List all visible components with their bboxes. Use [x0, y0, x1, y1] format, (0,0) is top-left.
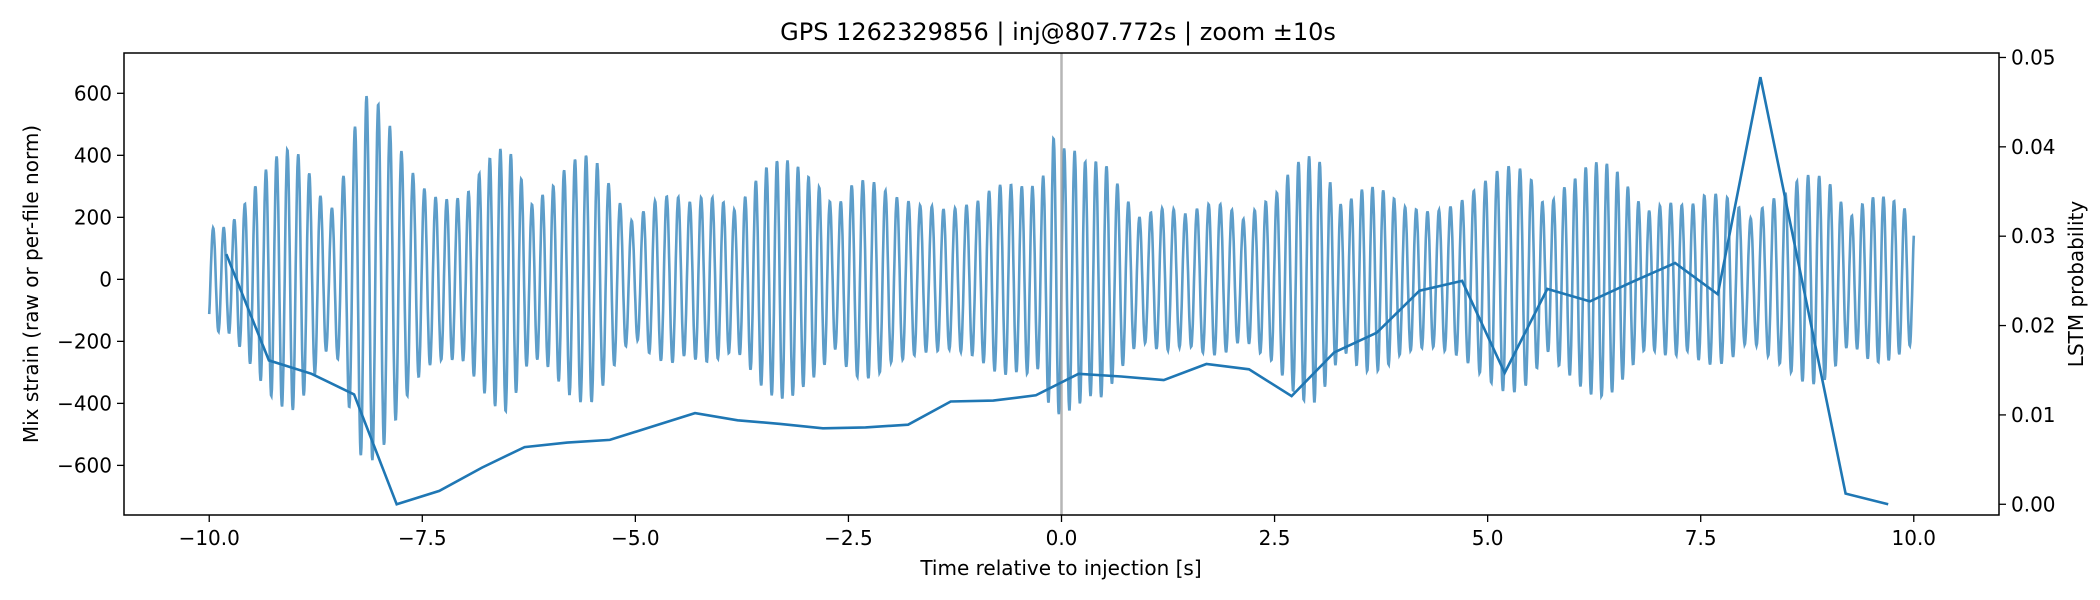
y2-tick-label: 0.00 [2011, 492, 2056, 516]
lstm-probability-layer [225, 76, 1889, 506]
x-tick-label: −2.5 [824, 526, 873, 550]
y-tick-label: 200 [74, 205, 112, 229]
x-tick-label: −5.0 [611, 526, 660, 550]
chart-title: GPS 1262329856 | inj@807.772s | zoom ±10… [780, 18, 1336, 46]
x-tick-label: −10.0 [179, 526, 240, 550]
y2-tick-label: 0.05 [2011, 45, 2056, 69]
y2-axis-ticks: 0.00 0.01 0.02 0.03 0.04 0.05 [1999, 45, 2056, 516]
y2-axis-label: LSTM probability [2064, 201, 2088, 368]
x-axis-ticks: −10.0 −7.5 −5.0 −2.5 0.0 2.5 5.0 7.5 10.0 [179, 515, 1936, 550]
x-tick-label: 0.0 [1046, 526, 1078, 550]
y-axis-label: Mix strain (raw or per-file norm) [19, 125, 43, 443]
y-tick-label: −200 [57, 329, 112, 353]
y-tick-label: 600 [74, 81, 112, 105]
y2-tick-label: 0.02 [2011, 314, 2056, 338]
x-tick-label: 7.5 [1685, 526, 1717, 550]
x-tick-label: 10.0 [1892, 526, 1937, 550]
y2-tick-label: 0.04 [2011, 135, 2056, 159]
y2-tick-label: 0.03 [2011, 224, 2056, 248]
y-tick-label: 0 [99, 267, 112, 291]
y-axis-ticks: −600 −400 −200 0 200 400 600 [57, 81, 124, 477]
y-tick-label: −400 [57, 391, 112, 415]
y-tick-label: 400 [74, 143, 112, 167]
y-tick-label: −600 [57, 453, 112, 477]
y2-tick-label: 0.01 [2011, 403, 2056, 427]
x-tick-label: 2.5 [1259, 526, 1291, 550]
x-tick-label: −7.5 [398, 526, 447, 550]
x-tick-label: 5.0 [1472, 526, 1504, 550]
x-axis-label: Time relative to injection [s] [919, 556, 1201, 580]
